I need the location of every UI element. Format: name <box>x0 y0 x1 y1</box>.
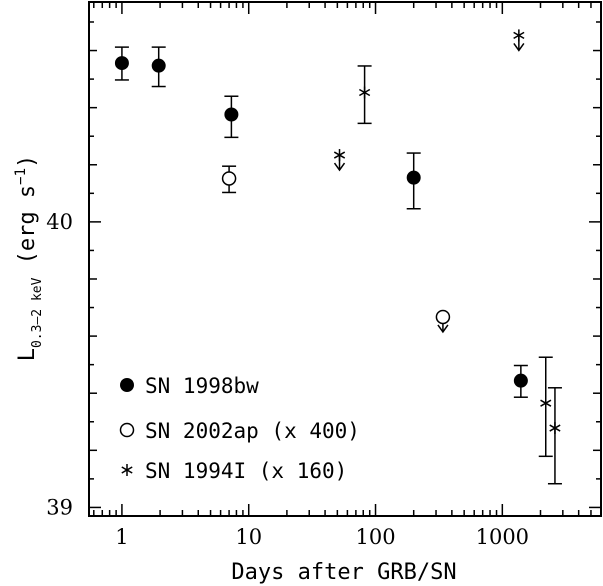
asterisk-stroke <box>333 151 346 159</box>
data-point <box>224 95 239 139</box>
asterisk-stroke <box>359 88 371 97</box>
filled-circle-marker <box>513 373 528 388</box>
x-axis-label: Days after GRB/SN <box>231 560 456 585</box>
data-point <box>538 356 553 458</box>
axes: 1 10 100 1000 39 40 <box>46 1 602 549</box>
data-point <box>513 364 528 398</box>
upper-limit-arrow-head <box>513 42 525 52</box>
asterisk-marker <box>549 422 561 435</box>
y-axis-label-main: L <box>15 348 40 361</box>
y-axis-label-sub: 0.3–2 keV <box>30 277 45 348</box>
asterisk-stroke <box>513 31 525 40</box>
legend-entry: SN 1994I (x 160) <box>121 459 347 483</box>
x-tick-label: 1 <box>115 525 128 549</box>
legend: SN 1998bw SN 2002ap (x 400) SN 1994I (x 16… <box>119 374 360 483</box>
y-axis-label-unit-close: ) <box>15 155 40 168</box>
legend-label: SN 1998bw <box>145 374 259 398</box>
upper-limit-arrow-head <box>437 324 449 334</box>
asterisk-marker <box>540 397 552 410</box>
data-point <box>151 46 166 88</box>
upper-limit-arrow-head <box>333 162 346 172</box>
legend-label: SN 1994I (x 160) <box>145 459 347 483</box>
asterisk-marker <box>359 86 371 99</box>
data-point <box>435 309 451 334</box>
open-circle-marker <box>435 309 451 325</box>
data-point <box>547 387 562 485</box>
legend-entry: SN 2002ap (x 400) <box>119 419 360 443</box>
y-axis-label: L0.3–2 keV (erg s−1) <box>13 155 45 362</box>
x-tick-label: 100 <box>355 525 395 549</box>
asterisk-stroke <box>540 399 552 407</box>
plot-frame <box>88 1 602 517</box>
data-point <box>333 149 346 172</box>
asterisk-stroke <box>549 424 561 432</box>
filled-circle-marker <box>406 170 421 185</box>
asterisk-marker <box>333 149 346 162</box>
data-point <box>114 46 129 81</box>
x-tick-label: 10 <box>235 525 262 549</box>
y-axis-label-unit: (erg s <box>15 185 40 278</box>
filled-circle-marker <box>151 58 166 73</box>
y-tick-label: 39 <box>46 495 73 519</box>
data-point <box>406 152 421 210</box>
x-tick-label: 1000 <box>476 525 529 549</box>
filled-circle-marker <box>114 56 129 71</box>
filled-circle-marker <box>224 107 239 122</box>
data-point <box>513 29 525 52</box>
asterisk-marker <box>121 464 133 476</box>
data-point <box>357 65 372 125</box>
y-axis-label-unit-exp: −1 <box>13 168 29 185</box>
y-tick-label: 40 <box>46 210 73 234</box>
open-circle-marker <box>119 422 135 438</box>
data-point <box>221 165 237 194</box>
asterisk-stroke <box>121 466 133 474</box>
legend-label: SN 2002ap (x 400) <box>145 419 360 443</box>
data-marks <box>114 29 562 485</box>
open-circle-marker <box>221 171 237 186</box>
legend-entry: SN 1998bw <box>120 374 259 398</box>
asterisk-marker <box>513 29 525 42</box>
filled-circle-marker <box>120 378 134 392</box>
